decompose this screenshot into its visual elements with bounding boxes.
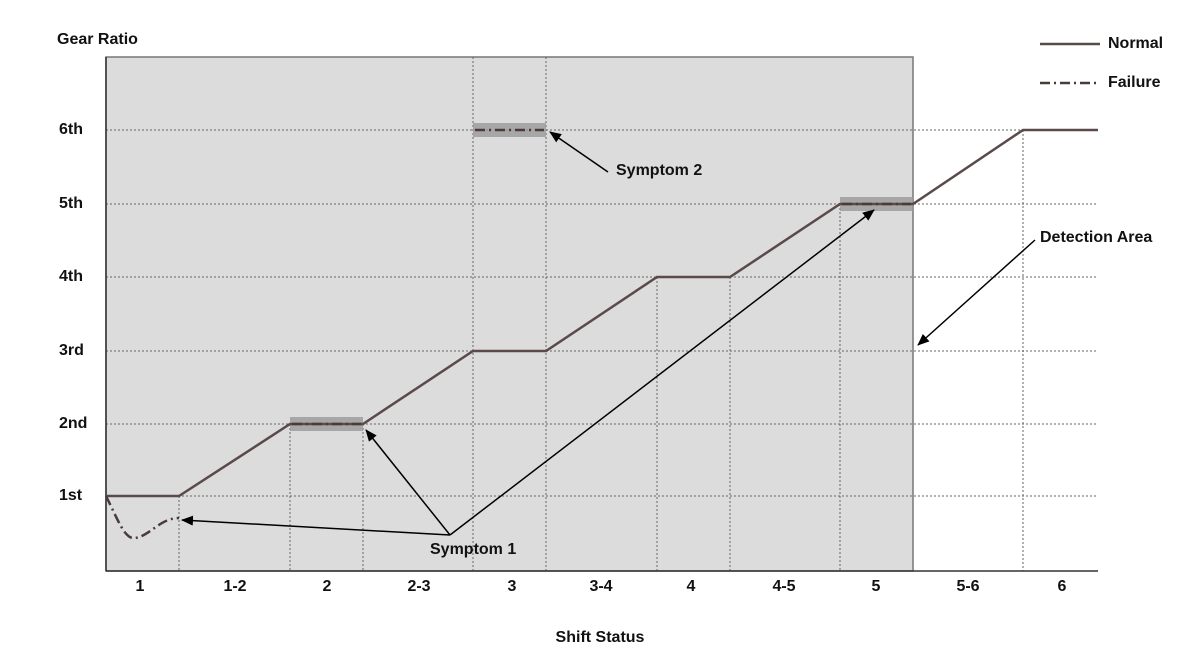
annotation: Symptom 2 [616,162,702,179]
x-tick-label: 4 [687,578,696,595]
annotation: Symptom 1 [430,541,516,558]
y-tick-label: 1st [59,487,83,504]
x-tick-label: 6 [1058,578,1067,595]
legend-label: Normal [1108,35,1163,52]
x-tick-label: 1-2 [223,578,246,595]
arrow [549,131,609,173]
x-tick-label: 2 [323,578,332,595]
x-tick-label: 1 [136,578,145,595]
failure-line [104,495,180,540]
y-tick-label: 3rd [59,342,84,359]
grid [106,57,1098,571]
arrow [181,515,451,536]
x-tick-label: 5-6 [956,578,979,595]
y-axis-label: Gear Ratio [57,31,138,48]
x-tick-label: 3 [508,578,517,595]
y-tick-label: 6th [59,121,83,138]
x-tick-label: 3-4 [589,578,612,595]
y-tick-label: 5th [59,195,83,212]
x-tick-label: 4-5 [772,578,795,595]
annotation: Detection Area [1040,229,1152,246]
x-tick-label: 2-3 [407,578,430,595]
y-tick-label: 4th [59,268,83,285]
legend-label: Failure [1108,74,1161,91]
x-tick-label: 5 [872,578,881,595]
normal-line [106,128,1098,498]
arrow [365,429,451,536]
arrow [917,239,1036,346]
detection-area [105,56,914,572]
y-tick-label: 2nd [59,415,87,432]
arrow [449,209,875,536]
x-axis-label: Shift Status [556,629,645,646]
